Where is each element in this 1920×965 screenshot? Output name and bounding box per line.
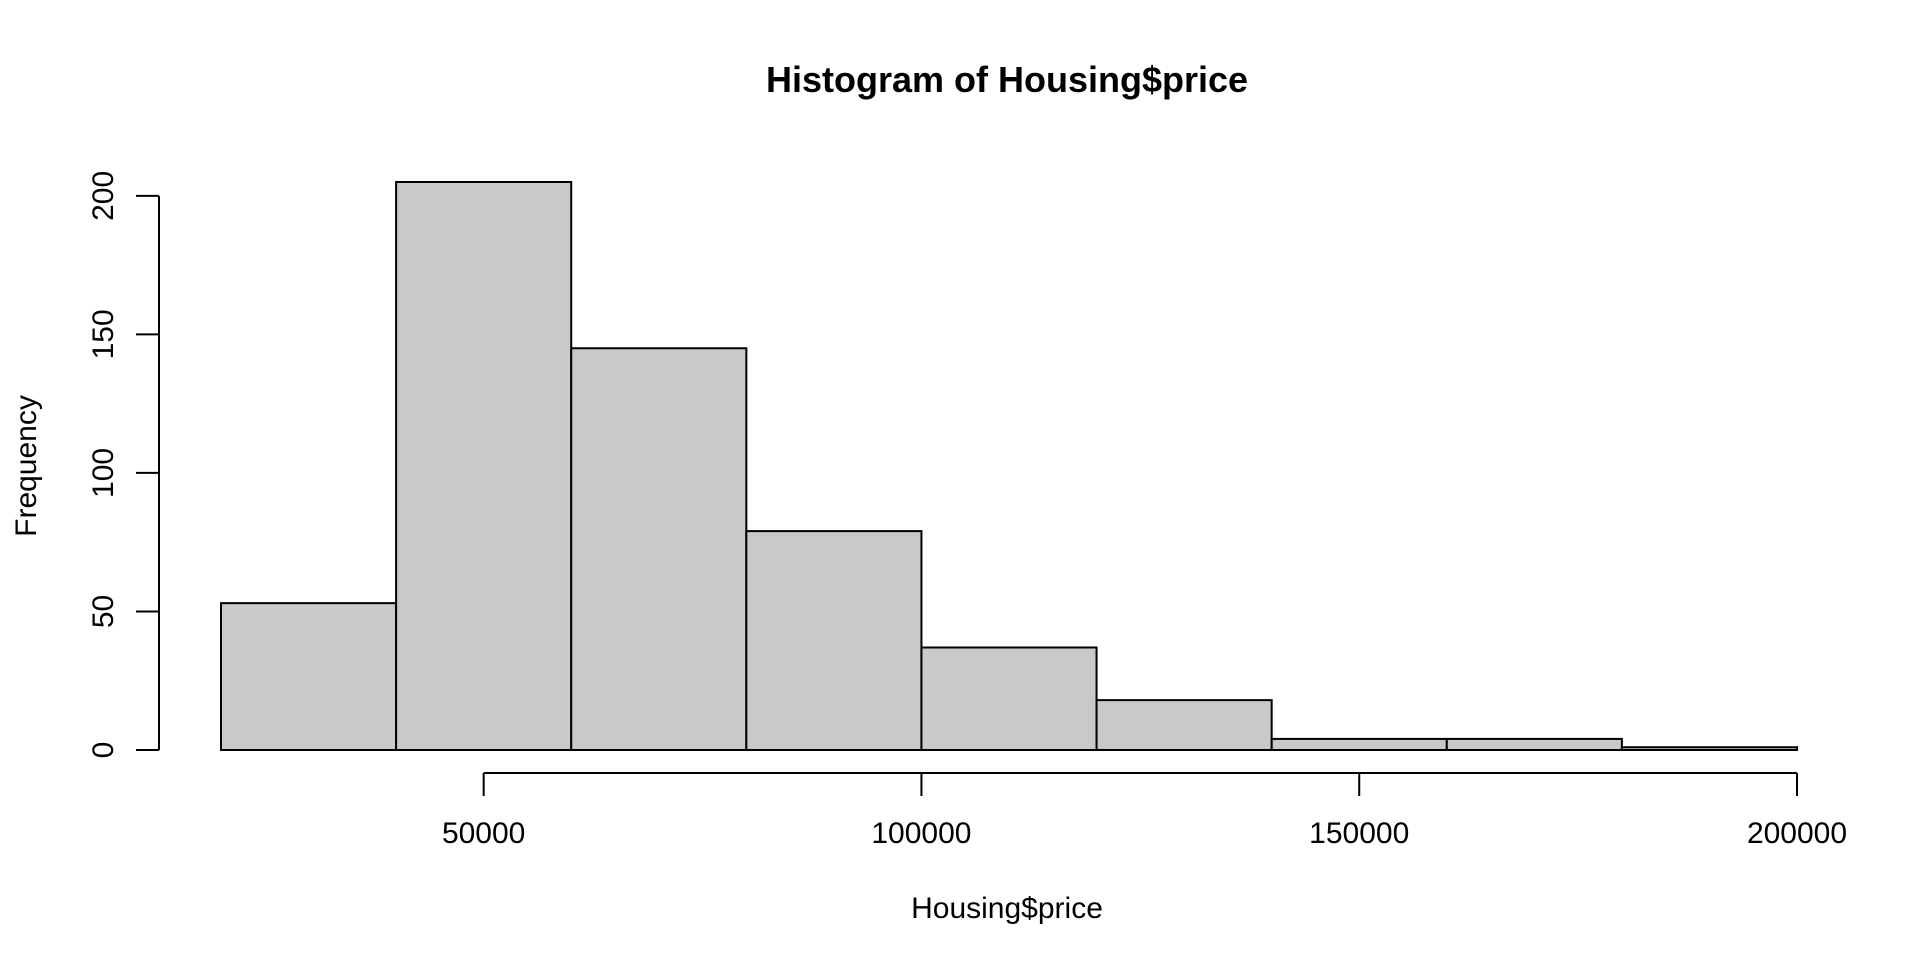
x-axis-title: Housing$price [911,892,1103,925]
y-tick-label: 50 [87,595,120,628]
x-tick-label: 200000 [1747,817,1847,850]
x-tick-label: 150000 [1309,817,1409,850]
histogram-bar-1 [220,602,398,752]
histogram-bar-7 [1270,737,1448,751]
y-axis: 0 50 100 150 200 [87,171,160,759]
histogram-bar-3 [570,347,748,751]
y-tick-label: 0 [87,742,120,759]
histogram-bar-9 [1620,746,1799,751]
histogram-bar-5 [920,646,1098,751]
x-tick-label: 50000 [442,817,525,850]
bars-group [220,181,1799,752]
histogram-bar-2 [395,181,573,751]
y-tick-label: 100 [87,448,120,498]
y-tick-label: 150 [87,309,120,359]
histogram-bar-8 [1445,737,1623,751]
x-axis: 50000 100000 150000 200000 [442,772,1847,850]
histogram-bar-6 [1095,699,1273,751]
y-axis-title: Frequency [10,395,43,537]
x-tick-label: 100000 [871,817,971,850]
histogram-bar-4 [745,530,923,751]
y-tick-label: 200 [87,171,120,221]
chart-title: Histogram of Housing$price [766,59,1248,100]
